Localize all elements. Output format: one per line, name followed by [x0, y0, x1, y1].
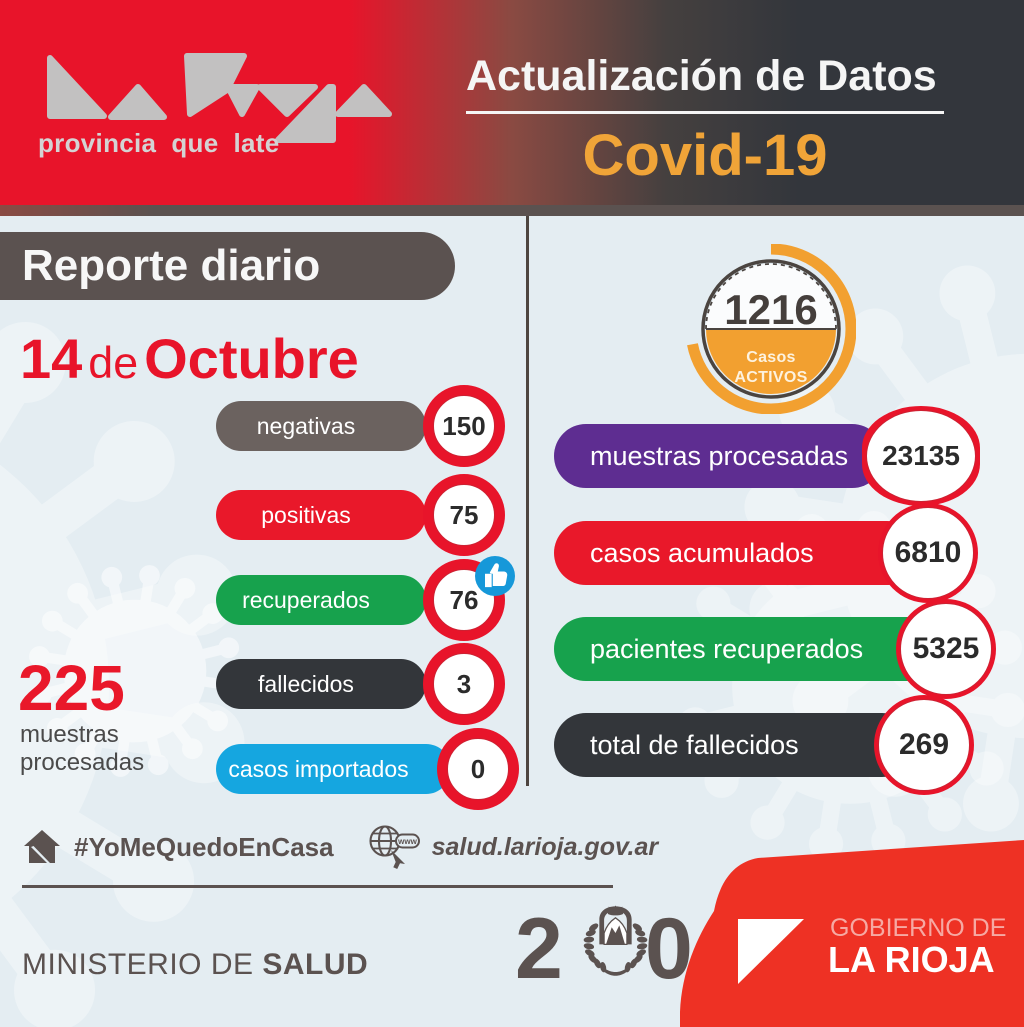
svg-text:GOBIERNO DE: GOBIERNO DE [830, 914, 1006, 942]
svg-text:LA RIOJA: LA RIOJA [828, 939, 995, 980]
svg-text:www: www [397, 837, 417, 846]
